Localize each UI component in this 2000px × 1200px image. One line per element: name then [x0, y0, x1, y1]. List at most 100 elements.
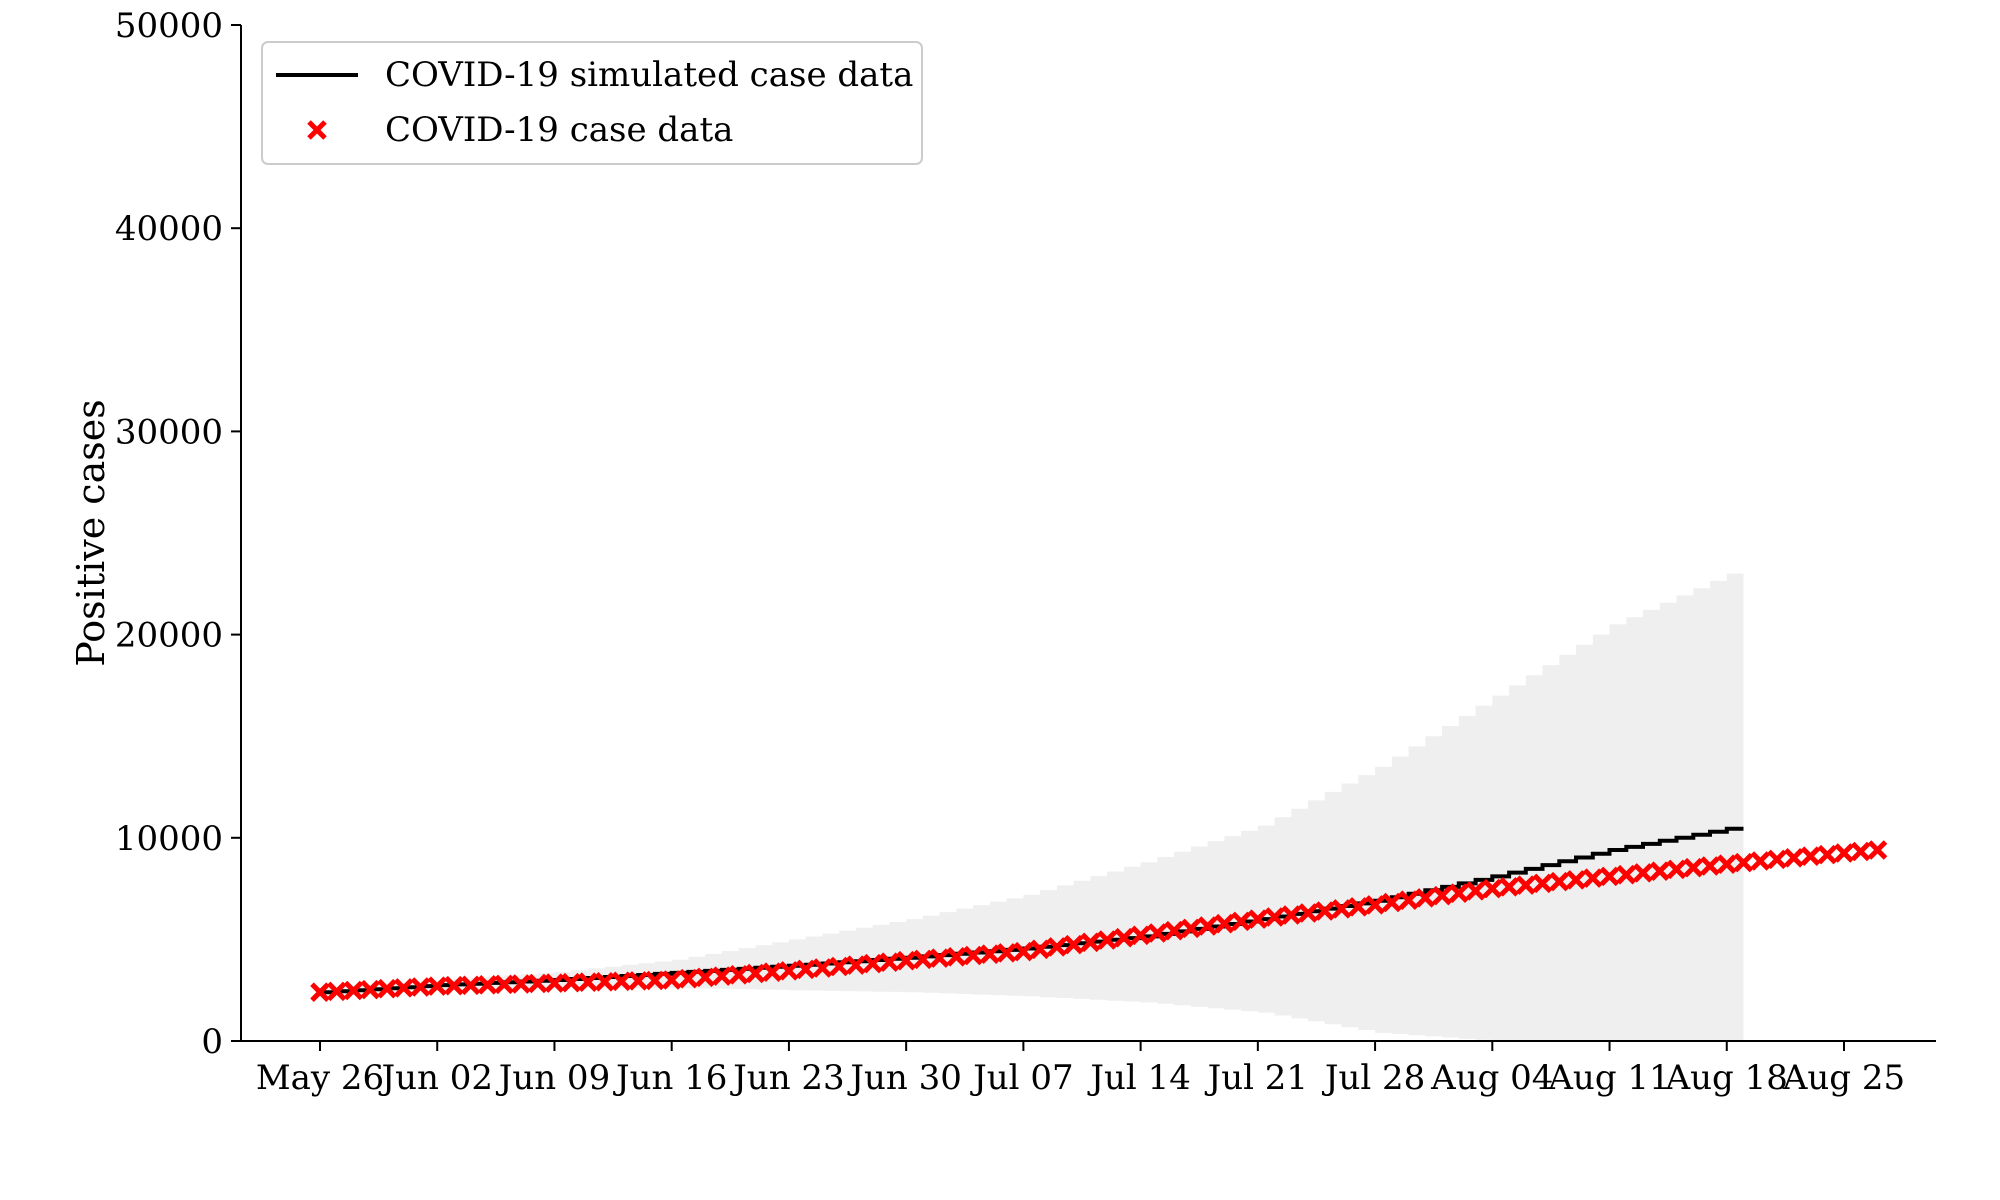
case-data-marker: [1013, 941, 1034, 962]
case-data-marker: [1030, 939, 1050, 960]
case-data-marker: [996, 943, 1017, 963]
case-data-marker: [377, 978, 397, 999]
y-tick-label: 40000: [115, 209, 223, 249]
x-tick-label: Jun 30: [847, 1058, 962, 1098]
case-data-marker: [795, 959, 816, 980]
x-tick-label: Jun 23: [730, 1058, 845, 1098]
case-data-marker: [946, 947, 967, 967]
case-data-marker: [1164, 920, 1184, 941]
case-data-marker: [1348, 897, 1369, 917]
case-data-marker: [862, 953, 883, 974]
case-data-marker: [963, 945, 983, 966]
case-data-marker: [1499, 877, 1519, 897]
case-data-marker: [1147, 923, 1168, 943]
x-tick-label: Jun 09: [496, 1058, 611, 1098]
case-data-marker: [896, 950, 916, 971]
case-data-marker: [1214, 913, 1235, 934]
case-data-marker: [913, 949, 933, 970]
case-data-marker: [1114, 927, 1134, 948]
y-axis-ticks: 0 10000 20000 30000 40000 50000: [115, 6, 241, 1062]
case-data-marker: [1817, 844, 1838, 865]
case-data-marker: [1767, 849, 1787, 870]
case-data-marker: [678, 968, 699, 989]
case-data-marker: [1834, 843, 1854, 863]
case-data-marker: [1750, 851, 1771, 871]
y-tick-label: 0: [201, 1022, 223, 1062]
case-data-marker: [1197, 916, 1218, 936]
case-data-marker: [661, 970, 682, 990]
case-data-marker: [1583, 868, 1603, 888]
case-data-marker: [879, 952, 900, 972]
case-data-marker: [1432, 885, 1452, 906]
case-data-marker: [762, 962, 782, 982]
legend-label-simulated: COVID-19 simulated case data: [385, 55, 913, 95]
case-data-marker: [1850, 841, 1871, 862]
case-data-marker: [1717, 854, 1737, 874]
x-tick-label: Jul 21: [1205, 1058, 1308, 1098]
band-area: [320, 573, 1744, 1041]
y-tick-label: 10000: [115, 819, 223, 859]
case-data-marker: [310, 982, 330, 1002]
case-data-marker: [477, 975, 498, 995]
case-data-marker: [1666, 859, 1687, 880]
case-data-marker: [1633, 863, 1653, 883]
case-data-marker: [1063, 934, 1084, 955]
case-data-marker: [1181, 918, 1201, 939]
case-data-marker: [544, 973, 565, 993]
case-data-marker: [779, 961, 799, 981]
case-data-marker: [343, 980, 364, 1001]
case-data-marker: [561, 972, 581, 993]
case-data-marker: [360, 979, 380, 1000]
x-tick-label: Aug 18: [1665, 1058, 1788, 1098]
case-data-marker: [846, 955, 866, 975]
case-data-marker: [980, 944, 1000, 964]
axes: [240, 25, 1936, 1042]
case-data-marker: [1331, 899, 1352, 919]
y-axis-label: Positive cases: [69, 399, 113, 666]
y-tick-label: 50000: [115, 6, 223, 46]
case-data-marker: [1516, 875, 1536, 895]
case-data-marker: [1733, 852, 1754, 873]
case-data-marker: [1867, 840, 1888, 860]
case-data-marker: [695, 967, 715, 988]
case-data-marker: [494, 974, 514, 995]
case-data-marker: [1532, 873, 1553, 894]
x-tick-label: Aug 11: [1547, 1058, 1670, 1098]
case-data-marker: [1784, 848, 1804, 868]
case-data-marker: [1482, 878, 1503, 899]
legend-frame: [261, 41, 923, 165]
case-data-marker: [1264, 907, 1285, 927]
case-data-marker: [1449, 883, 1469, 903]
case-data-marker: [1398, 890, 1419, 910]
case-data-marker: [511, 974, 531, 994]
case-data-marker: [829, 956, 849, 977]
case-data-marker: [460, 975, 481, 996]
legend-label-case-data: COVID-19 case data: [385, 110, 733, 150]
case-data-marker: [1382, 892, 1402, 913]
case-data-marker: [393, 978, 414, 998]
case-data-marker: [1549, 871, 1570, 892]
case-data-marker: [812, 958, 833, 978]
case-data-marker: [1047, 937, 1067, 957]
case-data-marker: [1080, 932, 1101, 953]
case-data-marker: [1281, 905, 1302, 925]
case-data-marker: [712, 966, 732, 986]
x-tick-label: Aug 25: [1782, 1058, 1905, 1098]
case-data-marker: [1248, 909, 1268, 929]
case-data-marker: [1298, 903, 1318, 923]
case-data-marker: [1465, 881, 1486, 901]
case-data-marker: [611, 971, 632, 992]
case-data-marker: [326, 981, 347, 1002]
x-tick-label: May 26: [256, 1058, 384, 1098]
legend: COVID-19 simulated case data COVID-19 ca…: [261, 41, 923, 165]
y-tick-label: 20000: [115, 616, 223, 656]
x-tick-label: Jun 16: [613, 1058, 728, 1098]
case-data-marker: [410, 977, 431, 997]
case-data-marker: [728, 965, 749, 985]
case-data-marker: [427, 976, 447, 996]
case-data-marker: [745, 963, 766, 984]
case-data-marker: [1315, 901, 1335, 921]
case-data-marker: [1566, 870, 1586, 890]
